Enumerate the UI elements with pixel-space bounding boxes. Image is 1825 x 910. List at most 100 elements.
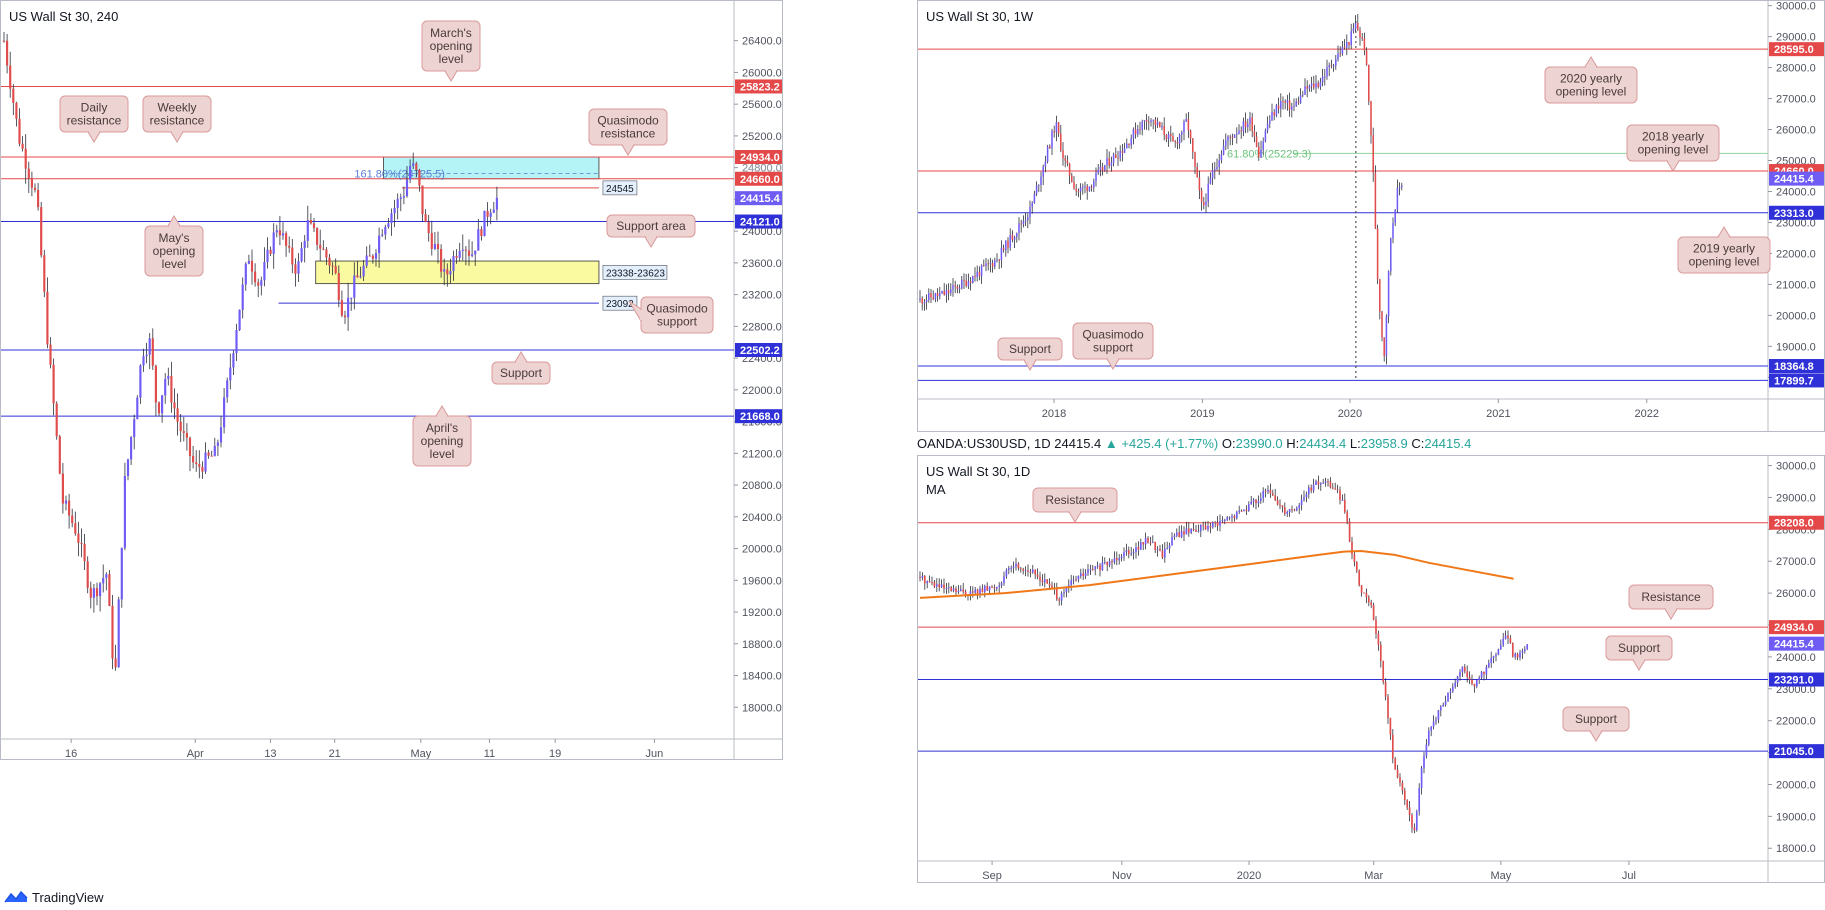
bull-candle [483, 210, 486, 237]
bull-candle [1163, 548, 1166, 558]
bull-candle [1303, 497, 1305, 500]
bear-candle [285, 233, 288, 246]
bull-candle [1480, 671, 1483, 678]
bull-candle [1442, 704, 1445, 707]
bear-candle [201, 467, 204, 472]
bear-candle [343, 315, 347, 318]
bear-candle [83, 543, 86, 562]
bull-candle [1235, 512, 1238, 519]
bull-candle [1385, 316, 1388, 356]
bear-candle [943, 291, 945, 295]
bull-candle [350, 297, 353, 299]
bear-candle [328, 257, 331, 266]
bear-candle [210, 455, 213, 457]
price-axis-tick-label: 19200.0 [742, 607, 782, 619]
bull-candle [452, 256, 455, 272]
bull-candle [1304, 86, 1306, 95]
bull-candle [1101, 562, 1104, 571]
bear-candle [1359, 30, 1361, 38]
bull-candle [1326, 67, 1328, 77]
price-axis-tick-label: 18400.0 [742, 671, 782, 683]
price-badge-bg [735, 342, 782, 357]
daily-chart-panel[interactable]: 18000.019000.020000.021000.022000.023000… [917, 455, 1825, 883]
bull-candle [1420, 768, 1423, 788]
bull-candle [1449, 691, 1452, 693]
bull-candle [1113, 557, 1116, 563]
bull-candle [1269, 120, 1271, 124]
bear-candle [993, 587, 996, 589]
bull-candle [979, 588, 981, 595]
bull-candle [1005, 569, 1008, 577]
bear-candle [480, 229, 483, 237]
bear-candle [418, 169, 421, 186]
bear-candle [1353, 554, 1356, 563]
bear-candle [71, 515, 74, 524]
annotation-callout-tail [435, 405, 449, 417]
bear-candle [1348, 521, 1351, 542]
annotation-callout-text: Daily [81, 101, 108, 115]
bull-candle [995, 586, 998, 589]
price-badge: 23291.0 [1774, 675, 1814, 687]
bear-candle [1351, 541, 1353, 555]
annotation-callout-text: resistance [601, 127, 656, 141]
price-badge: 24415.4 [740, 193, 781, 205]
price-badge-bg [1769, 620, 1824, 635]
bear-candle [55, 403, 58, 437]
annotation-callout: Support [491, 351, 551, 385]
bear-candle [1334, 488, 1337, 490]
bull-candle [1225, 140, 1227, 146]
price-badge-bg [1769, 515, 1824, 530]
annotation-callout-text: Quasimodo [646, 302, 708, 316]
bull-candle [1354, 23, 1357, 29]
bull-candle [1425, 744, 1428, 756]
bull-candle [297, 261, 300, 274]
bear-candle [1253, 131, 1256, 137]
bull-candle [961, 279, 963, 288]
bull-candle [1307, 487, 1310, 495]
bull-candle [235, 330, 238, 354]
ma-indicator-label[interactable]: MA [926, 482, 946, 497]
bear-candle [185, 432, 188, 438]
price-axis-tick-label: 23200.0 [742, 290, 782, 302]
annotation-callout: Support area [606, 214, 696, 248]
bear-candle [340, 300, 343, 316]
fib-extension-label: 161.80%(24725.5) [354, 169, 445, 181]
bull-candle [1495, 654, 1497, 657]
bull-candle [1043, 579, 1046, 583]
bear-candle [1039, 576, 1041, 581]
tradingview-footer[interactable]: TradingView [4, 890, 104, 907]
bear-candle [1200, 190, 1203, 203]
bull-candle [433, 244, 436, 249]
bull-candle [1262, 141, 1264, 150]
bull-candle [347, 297, 350, 318]
bear-candle [1106, 561, 1109, 566]
weekly-chart-title: US Wall St 30, 1W [926, 9, 1034, 24]
bear-candle [1468, 676, 1471, 680]
bull-candle [1110, 162, 1113, 166]
h4-chart-panel[interactable]: 18000.0 18400.0 18800.0 19200.0 19600.0 20000… [0, 0, 783, 760]
price-axis-tick-label: 21000.0 [1776, 279, 1816, 291]
bull-candle [213, 445, 216, 456]
price-axis-tick-label: 23000.0 [1776, 217, 1816, 229]
bear-candle [114, 658, 117, 668]
bear-candle [319, 244, 322, 249]
price-badge-bg [735, 150, 782, 165]
bull-candle [1031, 203, 1033, 207]
h4-chart-canvas[interactable]: 18000.0 18400.0 18800.0 19200.0 19600.0 20000… [1, 1, 783, 760]
bear-candle [930, 293, 932, 298]
bear-candle [1029, 571, 1032, 573]
weekly-chart-canvas[interactable]: 18000.019000.020000.021000.022000.023000… [918, 1, 1825, 432]
symbol-name[interactable]: OANDA:US30USD, 1D [917, 436, 1051, 451]
bull-candle [1299, 95, 1302, 103]
weekly-chart-panel[interactable]: 18000.019000.020000.021000.022000.023000… [917, 0, 1825, 432]
bear-candle [1403, 790, 1406, 801]
bear-candle [309, 220, 312, 224]
price-badge-bg [1769, 672, 1824, 687]
daily-chart-canvas[interactable]: 18000.019000.020000.021000.022000.023000… [918, 456, 1825, 883]
price-axis-tick-label: 19000.0 [1776, 811, 1816, 823]
bull-candle [1478, 677, 1481, 680]
bear-candle [1178, 532, 1181, 538]
bear-candle [987, 263, 989, 265]
